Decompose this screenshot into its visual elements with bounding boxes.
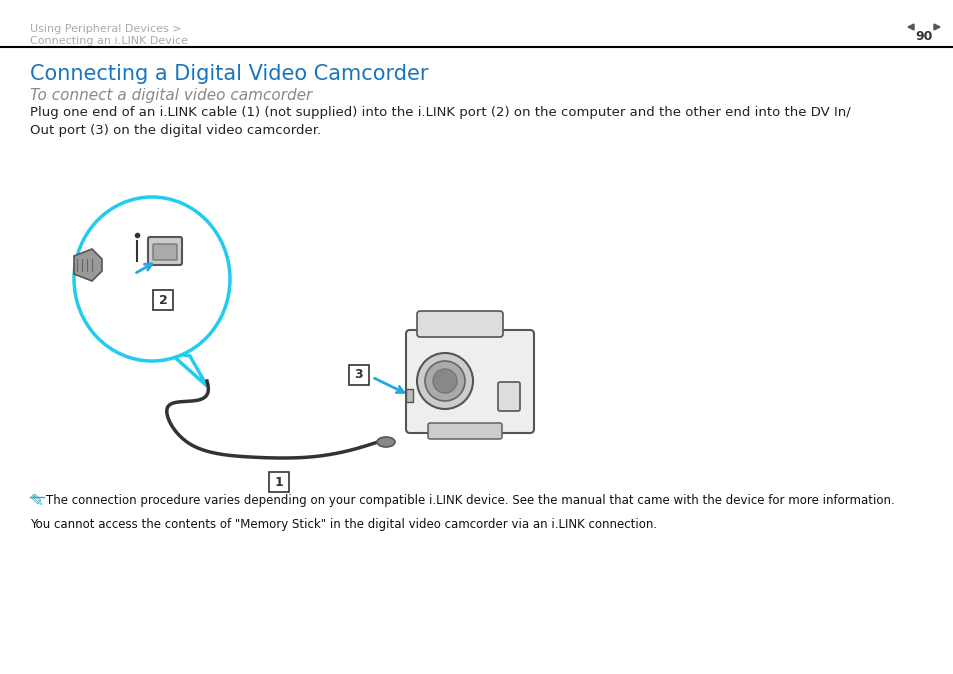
Text: 90: 90 <box>914 30 932 43</box>
Text: Connecting an i.LINK Device: Connecting an i.LINK Device <box>30 36 188 46</box>
Ellipse shape <box>74 197 230 361</box>
FancyBboxPatch shape <box>497 382 519 411</box>
Polygon shape <box>170 353 207 386</box>
FancyBboxPatch shape <box>406 330 534 433</box>
Polygon shape <box>907 24 913 30</box>
FancyBboxPatch shape <box>269 472 289 492</box>
FancyBboxPatch shape <box>152 290 172 310</box>
Polygon shape <box>933 24 939 30</box>
Circle shape <box>424 361 464 401</box>
Text: The connection procedure varies depending on your compatible i.LINK device. See : The connection procedure varies dependin… <box>46 494 894 507</box>
FancyBboxPatch shape <box>416 311 502 337</box>
Text: 1: 1 <box>274 475 283 489</box>
Polygon shape <box>74 249 102 281</box>
Text: Connecting a Digital Video Camcorder: Connecting a Digital Video Camcorder <box>30 64 428 84</box>
Text: ✎: ✎ <box>30 492 44 510</box>
Ellipse shape <box>376 437 395 447</box>
FancyBboxPatch shape <box>152 244 177 260</box>
Text: Using Peripheral Devices >: Using Peripheral Devices > <box>30 24 181 34</box>
Text: 2: 2 <box>158 293 167 307</box>
FancyBboxPatch shape <box>406 388 413 402</box>
FancyBboxPatch shape <box>349 365 369 385</box>
Text: Plug one end of an i.LINK cable (1) (not supplied) into the i.LINK port (2) on t: Plug one end of an i.LINK cable (1) (not… <box>30 106 850 137</box>
Text: To connect a digital video camcorder: To connect a digital video camcorder <box>30 88 312 103</box>
Circle shape <box>416 353 473 409</box>
FancyBboxPatch shape <box>428 423 501 439</box>
Text: 3: 3 <box>355 369 363 381</box>
FancyBboxPatch shape <box>148 237 182 265</box>
Circle shape <box>433 369 456 393</box>
Text: You cannot access the contents of "Memory Stick" in the digital video camcorder : You cannot access the contents of "Memor… <box>30 518 657 531</box>
